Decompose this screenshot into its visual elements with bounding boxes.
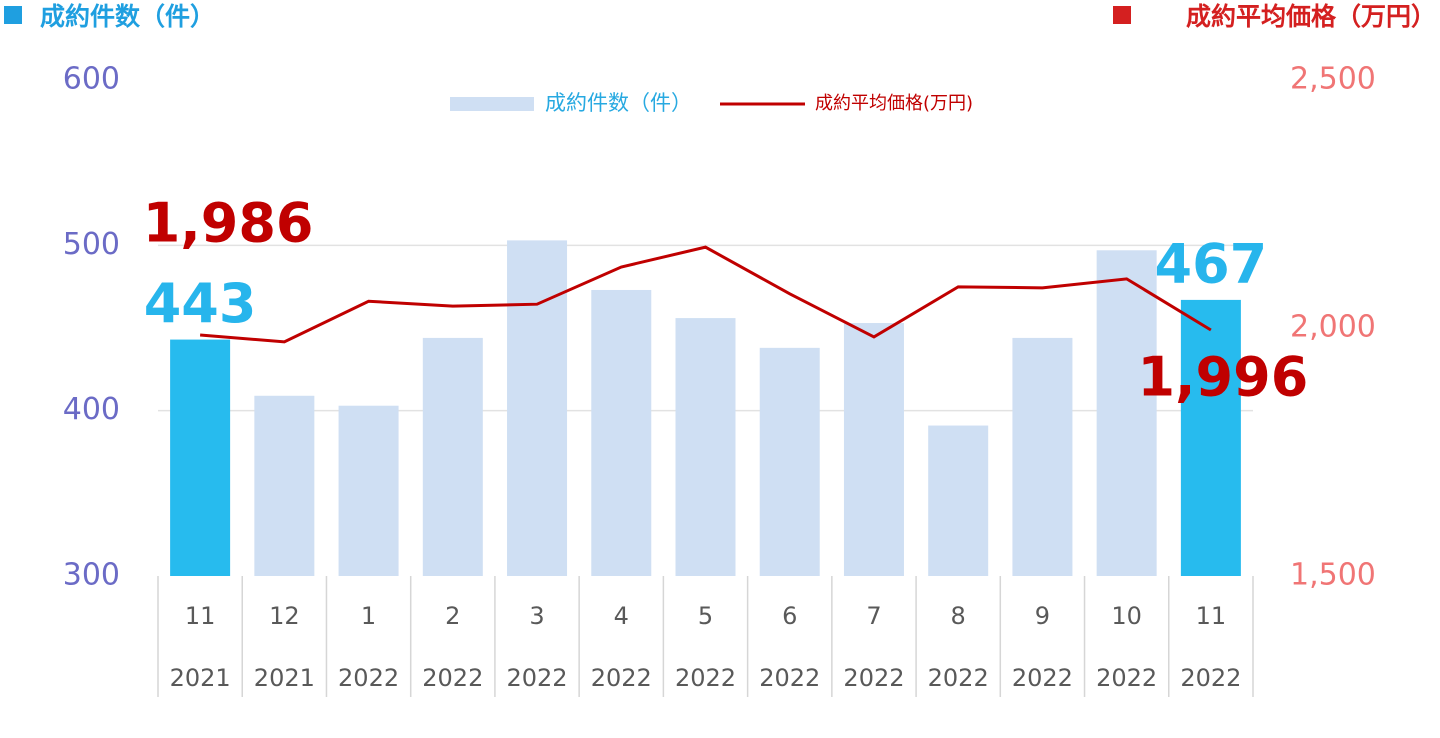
bar: [254, 395, 315, 576]
y-tick-label: 300: [63, 558, 120, 593]
x-tick-label: 7: [866, 602, 881, 630]
bar: [928, 425, 989, 576]
bar: [675, 318, 736, 576]
y2-tick-label: 2,500: [1290, 62, 1376, 97]
x-tick-year-label: 2022: [506, 664, 567, 692]
bar: [843, 323, 904, 576]
y-tick-label: 500: [63, 227, 120, 262]
x-tick-year-label: 2022: [422, 664, 483, 692]
x-tick-year-label: 2022: [675, 664, 736, 692]
x-tick-label: 1: [361, 602, 376, 630]
x-tick-label: 12: [269, 602, 300, 630]
x-tick-label: 9: [1035, 602, 1050, 630]
y-tick-label: 400: [63, 392, 120, 427]
x-tick-year-label: 2022: [759, 664, 820, 692]
x-tick-year-label: 2022: [1180, 664, 1241, 692]
x-tick-year-label: 2021: [254, 664, 315, 692]
x-tick-year-label: 2022: [591, 664, 652, 692]
x-tick-year-label: 2022: [1012, 664, 1073, 692]
x-tick-year-label: 2021: [170, 664, 231, 692]
y2-axis-title: 成約平均価格（万円）: [1186, 2, 1436, 31]
y-axis-title: 成約件数（件）: [40, 2, 215, 31]
bar: [1180, 299, 1241, 576]
data-label: 443: [144, 272, 257, 335]
bar: [1096, 250, 1157, 576]
x-tick-year-label: 2022: [928, 664, 989, 692]
data-label: 1,986: [143, 192, 314, 255]
x-tick-label: 4: [614, 602, 629, 630]
bar: [422, 337, 483, 576]
x-tick-label: 11: [1196, 602, 1227, 630]
x-tick-label: 3: [529, 602, 544, 630]
line: [199, 245, 1212, 344]
y2-tick-label: 1,500: [1290, 558, 1376, 593]
bar: [591, 289, 652, 576]
data-label: 1,996: [1137, 346, 1308, 409]
x-tick-label: 5: [698, 602, 713, 630]
bar: [1012, 337, 1073, 576]
legend-icon: [1113, 6, 1131, 24]
legend-label: 成約平均価格(万円): [815, 93, 973, 114]
bar: [507, 240, 568, 576]
y-tick-label: 600: [63, 62, 120, 97]
x-tick-year-label: 2022: [1096, 664, 1157, 692]
x-tick-label: 8: [951, 602, 966, 630]
legend-label: 成約件数（件）: [545, 91, 692, 115]
legend-icon: [4, 6, 22, 24]
y2-tick-label: 2,000: [1290, 310, 1376, 345]
bar: [170, 339, 231, 576]
bar: [338, 405, 399, 576]
x-tick-label: 2: [445, 602, 460, 630]
x-tick-label: 11: [185, 602, 216, 630]
x-tick-year-label: 2022: [843, 664, 904, 692]
x-tick-year-label: 2022: [338, 664, 399, 692]
x-tick-label: 10: [1111, 602, 1142, 630]
x-tick-label: 6: [782, 602, 797, 630]
bar: [759, 347, 820, 576]
legend-swatch: [450, 97, 534, 111]
data-label: 467: [1155, 233, 1268, 296]
